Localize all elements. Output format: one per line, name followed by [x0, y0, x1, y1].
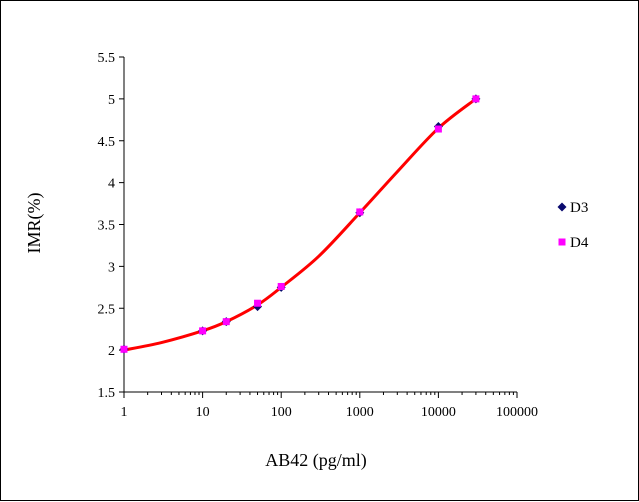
y-tick-label: 4 [108, 177, 115, 192]
data-point-d4 [356, 208, 364, 216]
legend-item-d3: D3 [557, 200, 588, 216]
y-tick-label: 3.5 [98, 219, 116, 234]
x-axis-title: AB42 (pg/ml) [265, 450, 367, 471]
legend-item-d4: D4 [558, 235, 589, 251]
y-axis-title: IMR(%) [24, 193, 45, 254]
legend-marker-d3 [557, 202, 567, 212]
data-point-d4 [120, 345, 128, 353]
y-tick-label: 1.5 [98, 386, 116, 401]
legend-label-d4: D4 [570, 235, 589, 251]
data-point-d4 [254, 299, 262, 307]
legend-label-d3: D3 [570, 200, 588, 216]
y-tick-label: 2.5 [98, 302, 116, 317]
x-tick-label: 1000 [346, 405, 374, 420]
data-point-d4 [434, 125, 442, 133]
fit-curve [123, 97, 477, 352]
data-point-d4 [472, 95, 480, 103]
x-tick-label: 100000 [496, 405, 538, 420]
legend-marker-d4 [558, 238, 566, 246]
x-tick-label: 100 [271, 405, 292, 420]
fit-curve-layer [123, 97, 477, 352]
y-tick-label: 5.5 [98, 51, 116, 66]
y-tick-label: 4.5 [98, 135, 116, 150]
y-tick-label: 3 [108, 260, 115, 275]
markers-layer [119, 94, 481, 354]
y-tick-label: 2 [108, 344, 115, 359]
x-tick-labels: 1 10 100 1000 10000 100000 [121, 405, 539, 420]
y-tick-labels: 1.5 2 2.5 3 3.5 4 4.5 5 5.5 [98, 51, 116, 401]
x-tick-label: 10000 [421, 405, 456, 420]
x-tick-label: 1 [121, 405, 128, 420]
data-point-d4 [222, 318, 230, 326]
y-tick-label: 5 [108, 93, 115, 108]
data-point-d4 [199, 327, 207, 335]
legend: D3 D4 [557, 200, 589, 251]
x-tick-label: 10 [196, 405, 210, 420]
axes [119, 56, 518, 398]
data-point-d4 [277, 282, 285, 290]
